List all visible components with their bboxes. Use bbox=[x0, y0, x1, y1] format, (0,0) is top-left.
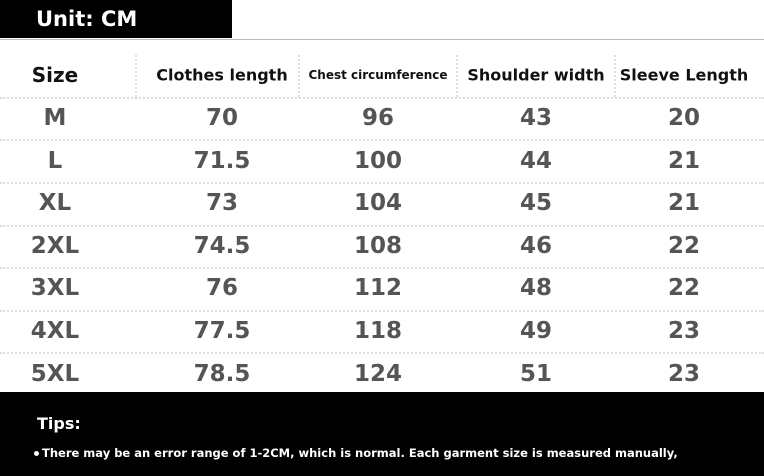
column-divider bbox=[456, 55, 458, 97]
table-cell: 112 bbox=[353, 275, 403, 302]
table-cell: 45 bbox=[519, 190, 553, 217]
table-cell: 51 bbox=[519, 360, 553, 387]
table-cell: 77.5 bbox=[193, 318, 251, 344]
table-cell: 78.5 bbox=[193, 360, 251, 387]
table-cell: 48 bbox=[519, 275, 553, 302]
tips-title: Tips: bbox=[37, 414, 81, 433]
table-cell: 22 bbox=[667, 232, 701, 259]
column-header: Size bbox=[31, 63, 79, 87]
table-cell: 70 bbox=[205, 105, 239, 131]
table-cell: 118 bbox=[353, 318, 403, 344]
table-cell: 100 bbox=[353, 147, 403, 174]
row-divider bbox=[0, 224, 764, 227]
column-divider bbox=[614, 55, 616, 97]
table-cell: 44 bbox=[519, 147, 553, 174]
footer bbox=[0, 392, 764, 476]
table-cell: 2XL bbox=[30, 232, 80, 259]
table-cell: 49 bbox=[519, 318, 553, 344]
table-cell: 96 bbox=[361, 105, 395, 131]
table-cell: 5XL bbox=[30, 360, 80, 387]
table-cell: 73 bbox=[205, 190, 239, 217]
column-header: Sleeve Length bbox=[619, 65, 749, 85]
table-cell: 104 bbox=[353, 190, 403, 217]
bullet bbox=[34, 451, 39, 456]
table-cell: XL bbox=[38, 190, 72, 217]
row-divider bbox=[0, 352, 764, 355]
row-divider bbox=[0, 97, 764, 99]
row-divider bbox=[0, 139, 764, 142]
table-cell: 108 bbox=[353, 232, 403, 259]
table-cell: 76 bbox=[205, 275, 239, 302]
table-cell: M bbox=[43, 105, 67, 131]
table-cell: 4XL bbox=[30, 318, 80, 344]
unit-label: Unit: CM bbox=[0, 0, 232, 38]
tips-note: There may be an error range of 1-2CM, wh… bbox=[42, 446, 678, 460]
table-cell: 21 bbox=[667, 147, 701, 174]
column-header: Shoulder width bbox=[467, 65, 605, 85]
table-cell: 43 bbox=[519, 105, 553, 131]
column-divider bbox=[298, 55, 300, 97]
row-divider bbox=[0, 181, 764, 184]
column-divider bbox=[135, 55, 137, 97]
row-divider bbox=[0, 309, 764, 312]
table-cell: 23 bbox=[667, 318, 701, 344]
table-cell: 46 bbox=[519, 232, 553, 259]
column-header: Chest circumference bbox=[308, 68, 448, 82]
divider bbox=[0, 39, 764, 40]
table-cell: 22 bbox=[667, 275, 701, 302]
table-cell: 20 bbox=[667, 105, 701, 131]
table-cell: 3XL bbox=[30, 275, 80, 302]
table-cell: 23 bbox=[667, 360, 701, 387]
row-divider bbox=[0, 267, 764, 270]
table-cell: L bbox=[47, 147, 63, 174]
table-cell: 71.5 bbox=[193, 147, 251, 174]
column-header: Clothes length bbox=[156, 65, 288, 85]
table-cell: 124 bbox=[353, 360, 403, 387]
table-cell: 21 bbox=[667, 190, 701, 217]
table-cell: 74.5 bbox=[193, 232, 251, 259]
